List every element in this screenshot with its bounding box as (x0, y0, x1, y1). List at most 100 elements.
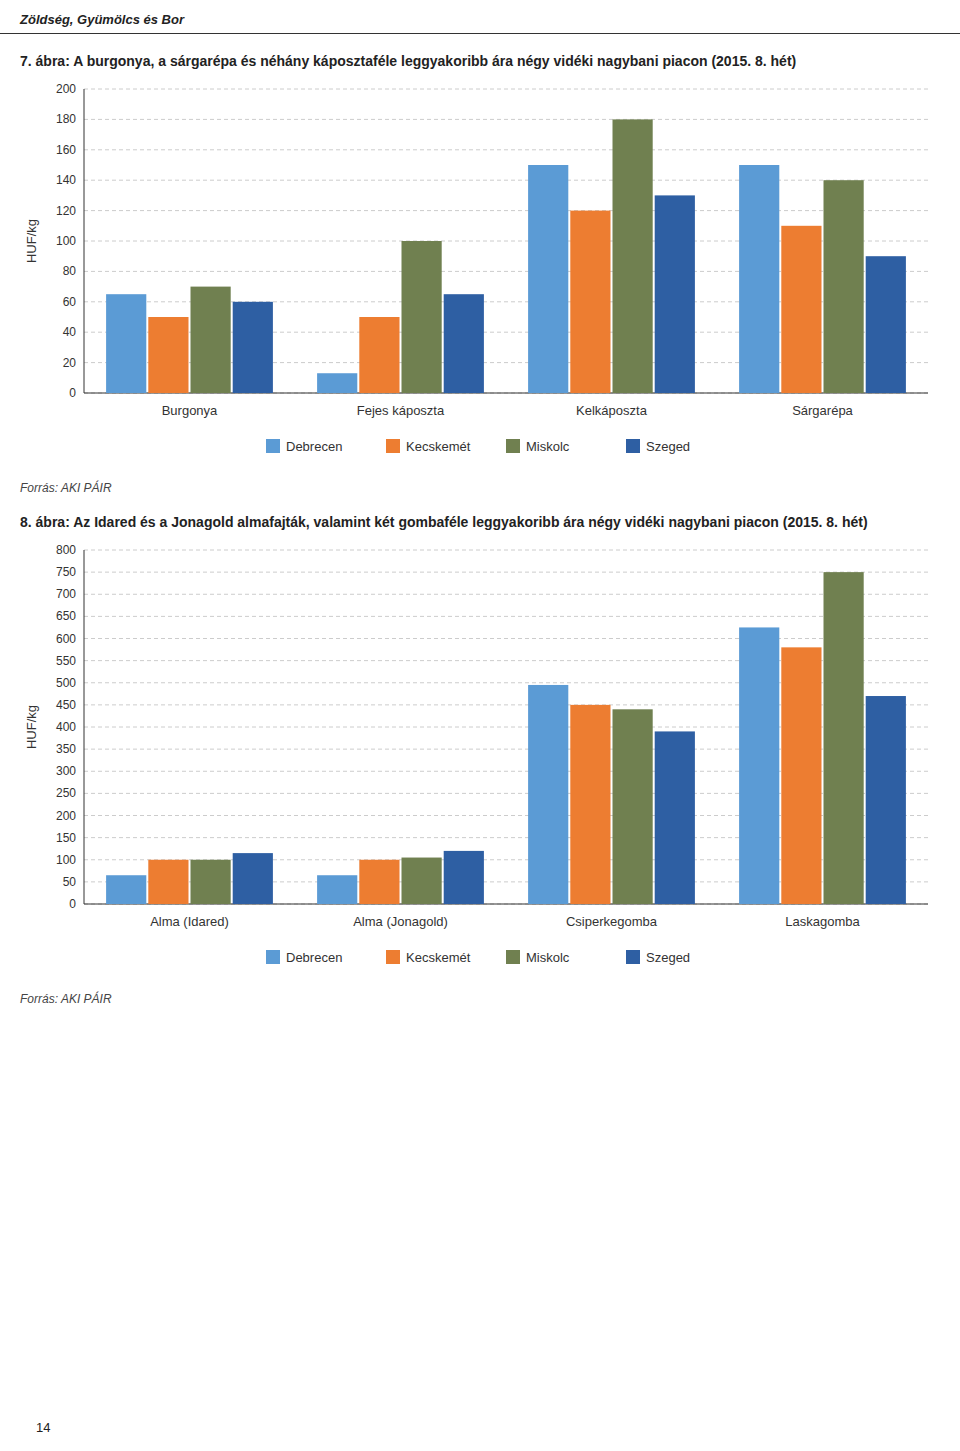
y-tick-label: 650 (56, 609, 76, 623)
chart: 8. ábra: Az Idared és a Jonagold almafaj… (0, 513, 960, 1006)
x-tick-label: Alma (Idared) (150, 914, 229, 929)
y-axis-label: HUF/kg (24, 705, 39, 749)
y-tick-label: 450 (56, 698, 76, 712)
legend-label: Kecskemét (406, 439, 471, 454)
y-tick-label: 100 (56, 234, 76, 248)
grid-line (84, 638, 928, 639)
grid (84, 89, 928, 393)
x-tick-label: Burgonya (162, 403, 218, 418)
y-tick-label: 20 (63, 355, 77, 369)
bar (655, 195, 695, 393)
legend-swatch (506, 950, 520, 964)
legend-label: Szeged (646, 439, 690, 454)
y-axis-line (84, 89, 85, 393)
legend-swatch (626, 950, 640, 964)
bars (106, 572, 906, 904)
y-tick-label: 120 (56, 203, 76, 217)
bar (317, 373, 357, 393)
grid (84, 550, 928, 904)
bar (359, 860, 399, 904)
chart-svg: 0 20 40 60 80 100 120 140 160 180 200 HUF/kg Burgony… (20, 77, 940, 477)
y-tick-label: 0 (69, 386, 76, 400)
axes: 0 20 40 60 80 100 120 140 160 180 200 HUF/kg Burgony… (24, 82, 928, 418)
y-tick-label: 60 (63, 295, 77, 309)
bar (655, 731, 695, 904)
chart: 7. ábra: A burgonya, a sárgarépa és néhá… (0, 52, 960, 495)
x-tick-label: Kelkáposzta (576, 403, 648, 418)
page-header: Zöldség, Gyümölcs és Bor (0, 0, 960, 34)
y-tick-label: 200 (56, 82, 76, 96)
legend-label: Debrecen (286, 439, 342, 454)
grid-line (84, 180, 928, 181)
y-tick-label: 140 (56, 173, 76, 187)
bar (528, 685, 568, 904)
bar (444, 294, 484, 393)
source-note: Forrás: AKI PÁIR (20, 481, 940, 495)
y-tick-label: 600 (56, 631, 76, 645)
bar (359, 317, 399, 393)
y-tick-label: 160 (56, 143, 76, 157)
grid-line (84, 549, 928, 550)
grid-line (84, 119, 928, 120)
bar (402, 857, 442, 903)
legend-swatch (266, 950, 280, 964)
legend-label: Debrecen (286, 950, 342, 965)
chart-title: 7. ábra: A burgonya, a sárgarépa és néhá… (20, 52, 940, 71)
y-tick-label: 500 (56, 676, 76, 690)
bar (402, 241, 442, 393)
bar (191, 860, 231, 904)
bar (866, 696, 906, 904)
bar (233, 302, 273, 393)
grid-line (84, 88, 928, 89)
legend-label: Szeged (646, 950, 690, 965)
y-tick-label: 400 (56, 720, 76, 734)
chart-title: 8. ábra: Az Idared és a Jonagold almafaj… (20, 513, 940, 532)
y-tick-label: 300 (56, 764, 76, 778)
legend-label: Miskolc (526, 439, 570, 454)
y-tick-label: 180 (56, 112, 76, 126)
bar (570, 705, 610, 904)
page-number: 14 (36, 1420, 50, 1435)
legend-swatch (626, 439, 640, 453)
bar (613, 119, 653, 393)
legend-label: Kecskemét (406, 950, 471, 965)
grid-line (84, 149, 928, 150)
legend-swatch (386, 950, 400, 964)
bar (191, 286, 231, 392)
y-tick-label: 100 (56, 853, 76, 867)
bar (824, 572, 864, 904)
y-axis-label: HUF/kg (24, 219, 39, 263)
bar (444, 851, 484, 904)
bar (739, 165, 779, 393)
y-tick-label: 150 (56, 830, 76, 844)
bar (781, 226, 821, 393)
y-tick-label: 80 (63, 264, 77, 278)
bar (106, 294, 146, 393)
legend-swatch (266, 439, 280, 453)
y-tick-label: 200 (56, 808, 76, 822)
bar (317, 875, 357, 904)
bar (866, 256, 906, 393)
x-tick-label: Csiperkegomba (566, 914, 658, 929)
bar (148, 860, 188, 904)
source-note: Forrás: AKI PÁIR (20, 992, 940, 1006)
axes: 0501001502002503003504004505005506006507… (24, 543, 928, 929)
y-axis-line (84, 550, 85, 904)
bars (106, 119, 906, 393)
x-tick-label: Fejes káposzta (357, 403, 445, 418)
bar (781, 647, 821, 904)
bar (739, 627, 779, 904)
bar (824, 180, 864, 393)
bar (106, 875, 146, 904)
legend: DebrecenKecskemétMiskolcSzeged (266, 950, 690, 965)
legend-swatch (386, 439, 400, 453)
y-tick-label: 250 (56, 786, 76, 800)
y-tick-label: 750 (56, 565, 76, 579)
y-tick-label: 40 (63, 325, 77, 339)
bar (233, 853, 273, 904)
legend-swatch (506, 439, 520, 453)
bar (613, 709, 653, 904)
legend: Debrecen Kecskemét Miskolc Szeged (266, 439, 690, 454)
x-tick-label: Laskagomba (785, 914, 860, 929)
y-tick-label: 50 (63, 875, 77, 889)
